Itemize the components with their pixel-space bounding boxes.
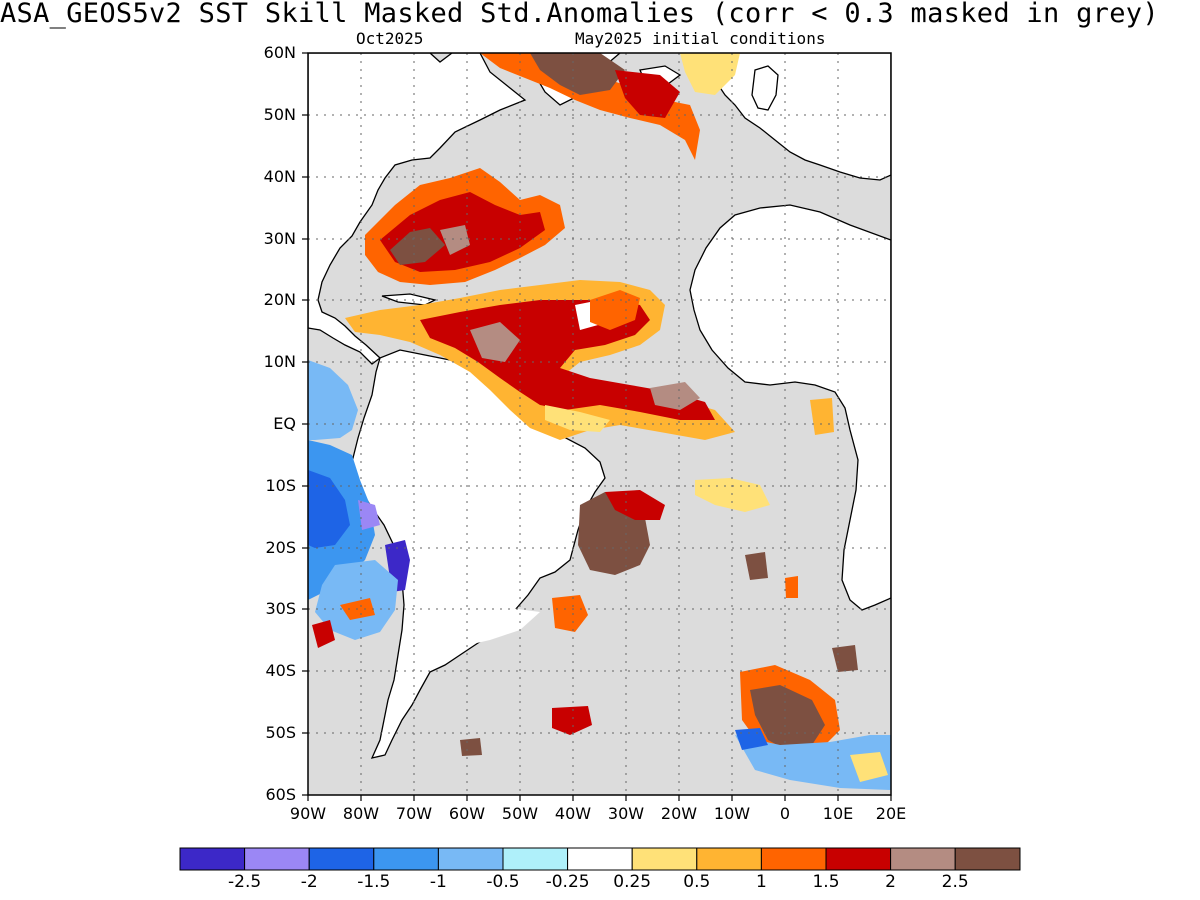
lon-label-80w: 80W xyxy=(342,804,380,823)
lat-label-30s: 30S xyxy=(265,599,296,618)
colorbar-label-9: 1.5 xyxy=(812,872,840,892)
lon-label-30w: 30W xyxy=(607,804,645,823)
lon-label-10w: 10W xyxy=(713,804,751,823)
europe-land xyxy=(699,53,891,181)
anomaly-brazil-red xyxy=(605,490,665,520)
colorbar-label-10: 2 xyxy=(885,872,896,892)
lat-label-20s: 20S xyxy=(265,538,296,557)
anomaly-tropical-brown-2 xyxy=(650,382,700,410)
colorbar-label-8: 1 xyxy=(755,872,767,892)
colorbar xyxy=(179,847,1021,871)
colorbar-swatch-11 xyxy=(890,847,956,871)
anomaly-southern-ocean-brown xyxy=(750,685,825,752)
lat-label-50s: 50S xyxy=(265,723,296,742)
lat-label-10s: 10S xyxy=(265,476,296,495)
lat-label-60s: 60S xyxy=(265,785,296,804)
lon-label-20w: 20W xyxy=(660,804,698,823)
colorbar-swatch-0 xyxy=(179,847,246,871)
lon-label-0: 0 xyxy=(779,804,791,823)
anomaly-equatorial-cool xyxy=(545,405,610,432)
lat-label-30n: 30N xyxy=(263,229,296,248)
forecast-month-label: Oct2025 xyxy=(356,29,424,48)
graticule xyxy=(308,53,891,795)
lat-label-40n: 40N xyxy=(263,167,296,186)
colorbar-swatch-5 xyxy=(502,847,569,871)
anomaly-north-atlantic-red xyxy=(615,70,680,118)
anomaly-south-atlantic-2 xyxy=(552,706,592,735)
anomaly-patches xyxy=(308,53,891,790)
colorbar-swatch-10 xyxy=(825,847,892,871)
anomaly-falklands-brown xyxy=(460,738,482,756)
lat-label-20n: 20N xyxy=(263,290,296,309)
colorbar-swatch-3 xyxy=(373,847,439,871)
anomaly-pacific-violet xyxy=(358,500,380,530)
colorbar-swatch-4 xyxy=(437,847,504,871)
anomaly-white-patch-south xyxy=(430,608,540,648)
lon-label-10e: 10E xyxy=(822,804,854,823)
colorbar-label-2: -1.5 xyxy=(357,872,391,892)
british-isles-land xyxy=(751,65,779,111)
anomaly-gulf-stream-brown-2 xyxy=(440,225,470,255)
anomaly-angola-yellow xyxy=(810,398,834,435)
axis-ticks xyxy=(302,52,892,801)
lon-label-60w: 60W xyxy=(448,804,486,823)
africa-land xyxy=(689,204,891,611)
anomaly-gulf-stream-brown xyxy=(390,228,445,265)
anomaly-chile-coast xyxy=(315,560,398,640)
north-america-land xyxy=(308,53,527,365)
colorbar-label-4: -0.5 xyxy=(486,872,520,892)
colorbar-swatch-7 xyxy=(631,847,698,871)
anomaly-north-atlantic-brown xyxy=(530,53,625,95)
anomaly-north-atlantic-yellow xyxy=(680,53,740,95)
anomaly-chile-red xyxy=(312,620,335,648)
colorbar-swatch-2 xyxy=(308,847,375,871)
lon-label-50w: 50W xyxy=(501,804,539,823)
lon-label-90w: 90W xyxy=(289,804,327,823)
lat-label-eq: EQ xyxy=(273,414,296,433)
anomaly-tropical-orange-east xyxy=(590,290,640,330)
colorbar-swatch-12 xyxy=(954,847,1021,871)
colorbar-label-1: -2 xyxy=(300,872,318,892)
colorbar-label-11: 2.5 xyxy=(941,872,969,892)
anomaly-south-atlantic-1 xyxy=(552,595,588,632)
anomaly-southern-ocean-cool xyxy=(735,735,891,790)
lon-label-40w: 40W xyxy=(554,804,592,823)
anomaly-benguela-orange xyxy=(785,576,798,598)
anomaly-kerguelen-brown xyxy=(832,645,858,672)
lon-label-20e: 20E xyxy=(875,804,907,823)
lat-label-40s: 40S xyxy=(265,661,296,680)
anomaly-pacific-cool-core xyxy=(308,470,350,548)
anomaly-north-atlantic-top xyxy=(480,53,700,160)
initial-conditions-label: May2025 initial conditions xyxy=(575,29,826,48)
cuba-land xyxy=(381,293,437,306)
anomaly-southern-ocean-yellow xyxy=(850,752,888,782)
lat-label-60n: 60N xyxy=(263,43,296,62)
colorbar-label-0: -2.5 xyxy=(228,872,262,892)
lon-label-70w: 70W xyxy=(395,804,433,823)
anomaly-southern-ocean-deep xyxy=(735,728,768,750)
anomaly-pacific-cool xyxy=(308,360,358,440)
anomaly-tropical-brown xyxy=(470,322,520,362)
colorbar-swatch-8 xyxy=(696,847,762,871)
colorbar-swatch-6 xyxy=(567,847,633,871)
colorbar-swatch-9 xyxy=(760,847,827,871)
colorbar-label-3: -1 xyxy=(429,872,447,892)
colorbar-label-6: 0.25 xyxy=(613,872,652,892)
colorbar-label-5: -0.25 xyxy=(545,872,590,892)
figure-title: ASA_GEOS5v2 SST Skill Masked Std.Anomali… xyxy=(0,0,1159,29)
lat-label-10n: 10N xyxy=(263,352,296,371)
anomaly-benguela xyxy=(745,552,768,580)
colorbar-swatch-1 xyxy=(244,847,310,871)
colorbar-label-7: 0.5 xyxy=(683,872,711,892)
lat-label-50n: 50N xyxy=(263,105,296,124)
